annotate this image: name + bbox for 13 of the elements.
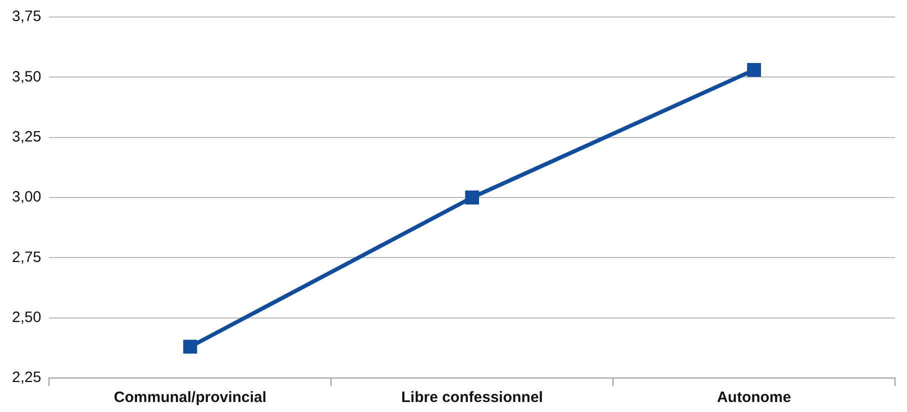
y-tick-label: 2,50 [12, 308, 42, 326]
point [465, 190, 480, 204]
x-tick-label: Libre confessionnel [401, 389, 543, 406]
y-tick-label: 3,50 [12, 68, 42, 86]
y-tick-label: 2,25 [12, 369, 42, 386]
x-tick-label: Communal/provincial [114, 389, 266, 406]
y-tick-label: 2,75 [12, 248, 42, 266]
y-tick-label: 3,75 [12, 8, 42, 26]
y-tick-label: 3,25 [12, 128, 42, 146]
y-tick-label: 3,00 [12, 188, 42, 206]
point [183, 340, 198, 354]
point [747, 62, 761, 77]
x-tick-label: Autonome [716, 389, 792, 406]
